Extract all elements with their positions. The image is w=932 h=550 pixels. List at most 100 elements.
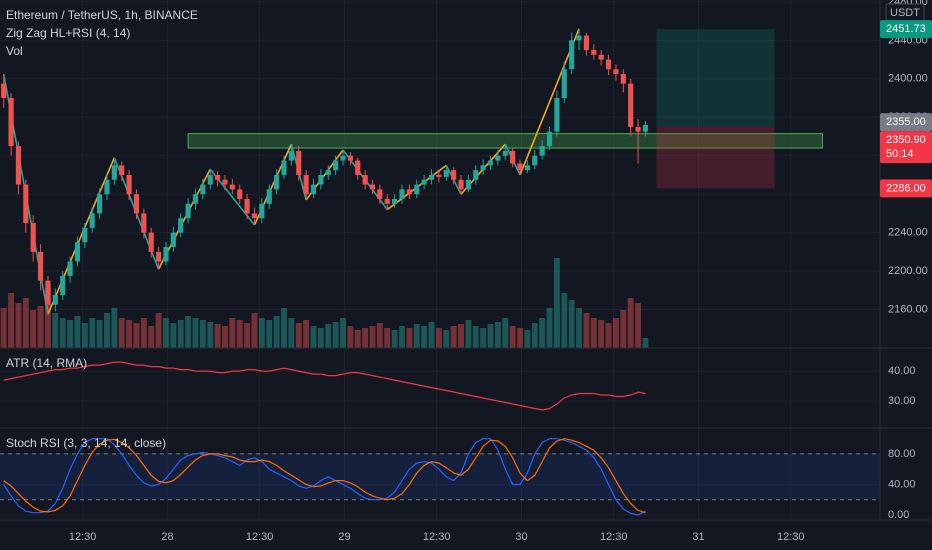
candle-body: [546, 131, 553, 147]
candle-body: [207, 174, 213, 185]
candle-body: [126, 174, 132, 195]
x-tick-label: 12:30: [69, 531, 97, 543]
indicator-label: Vol: [6, 44, 23, 58]
candle-body: [96, 194, 103, 214]
volume-bar: [605, 323, 612, 348]
price-label-box: [880, 179, 932, 198]
x-tick-label: 31: [692, 531, 704, 543]
candle-body: [178, 218, 184, 233]
volume-bar: [428, 322, 435, 348]
x-tick-label: 29: [338, 531, 350, 543]
candle-body: [576, 35, 582, 41]
candle-body: [399, 189, 405, 199]
candle-body: [200, 184, 206, 195]
volume-bar: [59, 318, 66, 348]
volume-bar: [266, 320, 273, 348]
volume-bar: [635, 303, 642, 348]
candle-body: [215, 174, 221, 180]
candle-body: [303, 174, 309, 195]
volume-bar: [539, 318, 546, 348]
candle-body: [251, 213, 258, 219]
candle-body: [60, 275, 66, 296]
volume-bar: [480, 328, 487, 348]
y-tick-label: 2160.00: [888, 303, 928, 315]
candle-body: [613, 69, 619, 75]
volume-bar: [96, 320, 103, 348]
volume-bar: [273, 316, 280, 348]
candle-body: [67, 261, 73, 276]
candle-body: [259, 203, 265, 219]
candle-body: [281, 160, 287, 175]
volume-bar: [222, 326, 228, 348]
x-tick-label: 28: [161, 531, 173, 543]
volume-bar: [502, 318, 509, 348]
candle-body: [244, 198, 250, 214]
loss-zone: [656, 126, 775, 189]
candle-body: [133, 194, 140, 214]
candle-body: [237, 189, 243, 199]
candle-body: [52, 295, 58, 305]
candle-body: [384, 198, 390, 204]
candle-body: [104, 179, 110, 195]
candle-body: [642, 124, 649, 132]
candle-body: [436, 174, 442, 177]
x-tick-label: 30: [515, 531, 527, 543]
candle-body: [156, 251, 162, 262]
currency[interactable]: USDT: [890, 7, 920, 19]
volume-bar: [177, 320, 184, 348]
candle-body: [185, 203, 191, 219]
candle-body: [377, 189, 383, 199]
candle-body: [598, 54, 604, 60]
candle-body: [569, 40, 575, 70]
volume-bar: [347, 326, 354, 348]
chart-title: Ethereum / TetherUS, 1h, BINANCE: [6, 8, 198, 22]
candle-body: [458, 179, 464, 190]
volume-bar: [340, 318, 346, 348]
candle-body: [111, 165, 117, 180]
candle-body: [340, 155, 346, 161]
candle-body: [495, 155, 501, 161]
candle-body: [591, 49, 597, 55]
volume-bar: [74, 316, 81, 348]
volume-bar: [163, 318, 169, 348]
volume-bar: [524, 330, 531, 348]
candle-body: [222, 179, 228, 185]
candle-body: [421, 179, 427, 185]
volume-bar: [104, 313, 110, 348]
candle-body: [539, 146, 545, 156]
y-tick-label: 2200.00: [888, 265, 928, 277]
candle-body: [369, 184, 376, 190]
volume-bar: [81, 323, 88, 348]
volume-bar: [509, 326, 516, 348]
y-tick-label: 80.00: [888, 448, 916, 460]
volume-bar: [583, 313, 590, 348]
volume-bar: [0, 308, 7, 348]
price-label: 2451.73: [886, 23, 926, 35]
volume-bar: [362, 328, 369, 348]
volume-bar: [170, 323, 177, 348]
candle-body: [170, 232, 176, 248]
y-tick-label: 2240.00: [888, 227, 928, 239]
volume-bar: [568, 300, 575, 348]
atr-line: [3, 361, 646, 411]
volume-bar: [391, 330, 398, 348]
volume-bar: [487, 324, 494, 348]
indicator-label: Zig Zag HL+RSI (4, 14): [6, 26, 130, 40]
candle-body: [620, 74, 626, 84]
volume-bar: [111, 308, 118, 348]
y-tick-label: 40.00: [888, 365, 916, 377]
candle-body: [141, 213, 147, 233]
volume-bar: [126, 320, 133, 348]
volume-bar: [118, 318, 125, 348]
volume-bar: [207, 322, 214, 348]
candle-body: [89, 213, 95, 228]
volume-bar: [642, 338, 649, 348]
volume-bar: [192, 318, 199, 348]
candle-body: [502, 150, 508, 156]
volume-bar: [576, 308, 582, 348]
stoch-line: [3, 438, 646, 514]
y-tick-label: 2400.00: [888, 73, 928, 85]
price-label-box: [880, 20, 932, 39]
candle-body: [288, 150, 294, 161]
